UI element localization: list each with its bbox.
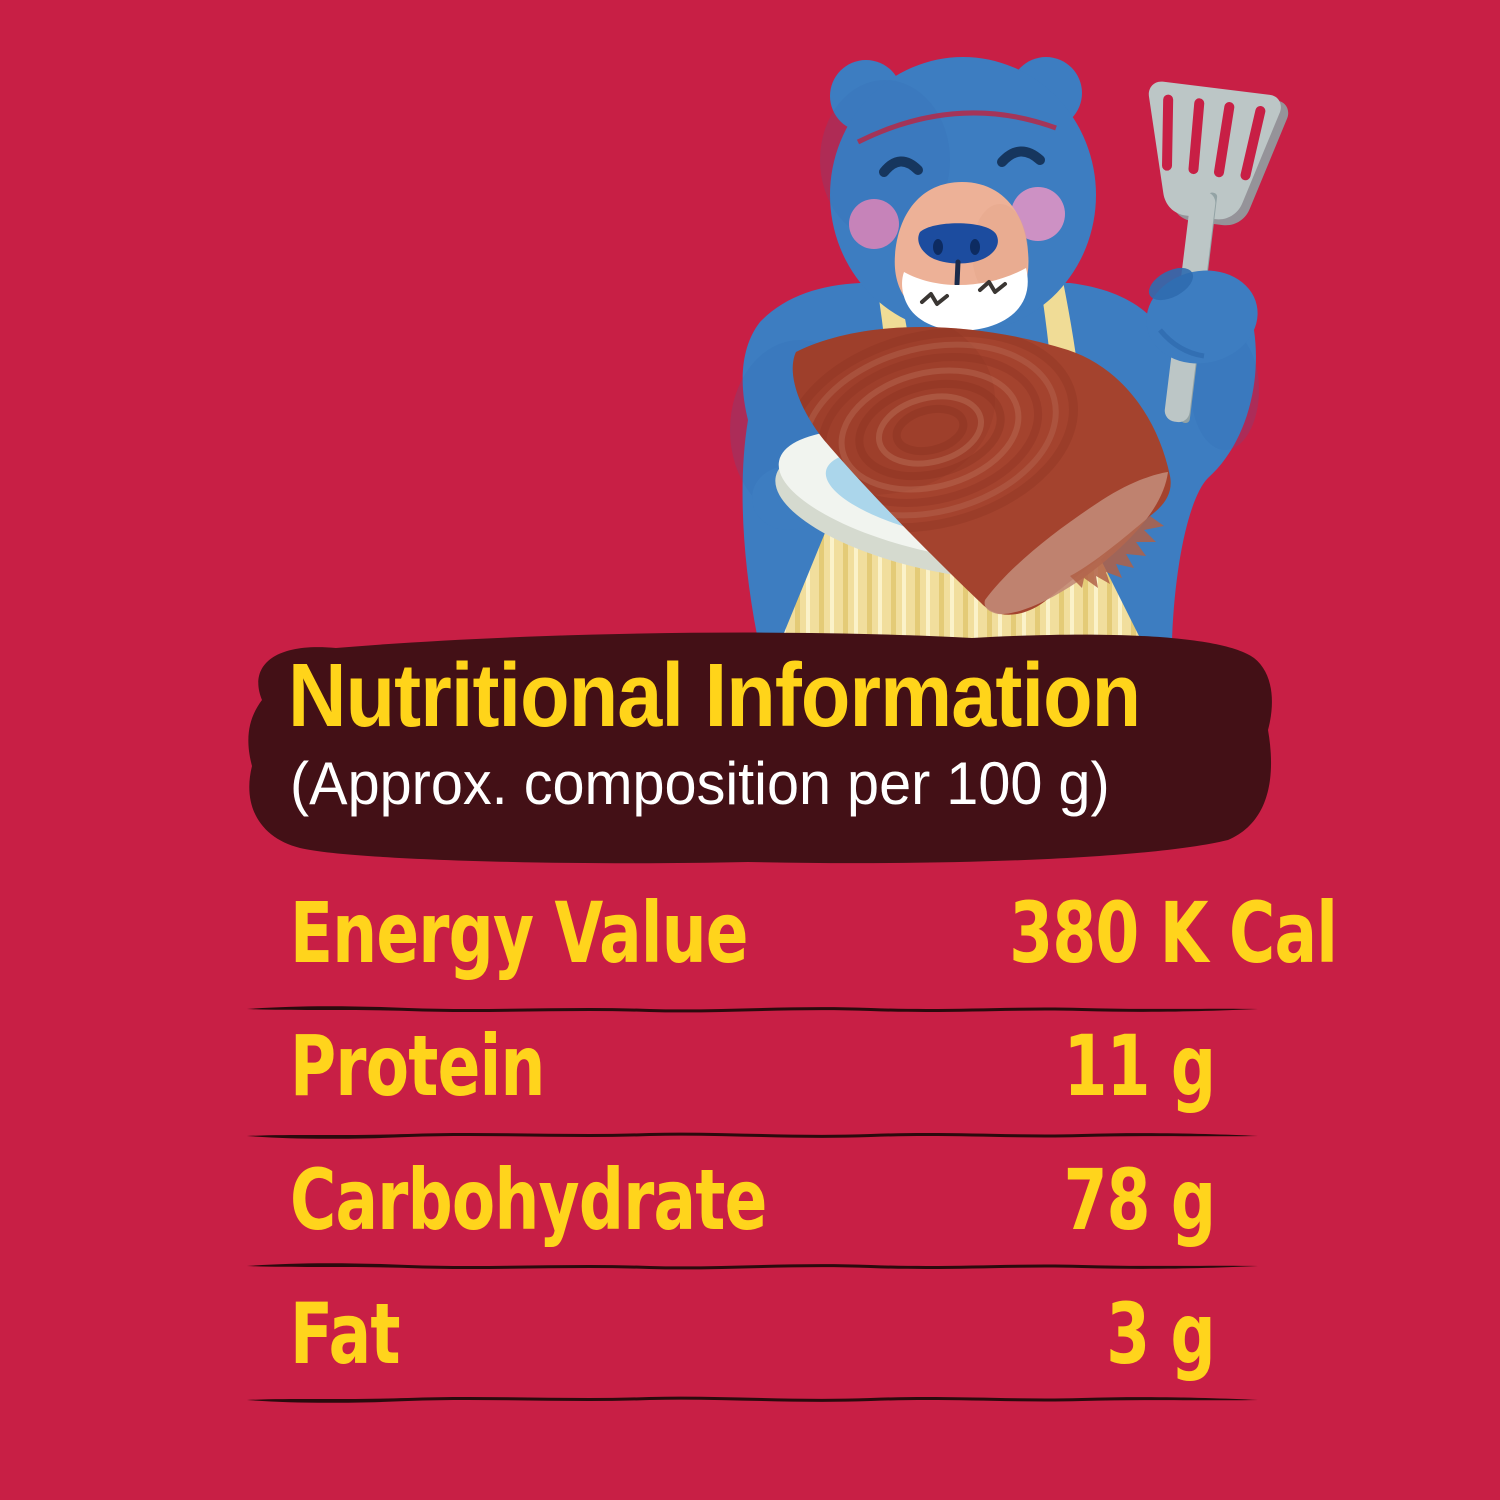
grin-squiggle-left bbox=[920, 292, 949, 306]
row-label: Fat bbox=[290, 1285, 400, 1383]
dosa bbox=[792, 326, 1171, 615]
table-row-carbohydrate: Carbohydrate 78 g bbox=[290, 1151, 1216, 1249]
paw-crease bbox=[1158, 328, 1205, 359]
table-divider bbox=[247, 1132, 1258, 1139]
nutrition-title: Nutritional Information bbox=[288, 646, 1141, 746]
bear-eye-left bbox=[879, 156, 923, 177]
dosa-torn-edge bbox=[984, 472, 1168, 615]
row-label: Energy Value bbox=[290, 884, 749, 982]
row-value: 3 g bbox=[1106, 1285, 1215, 1383]
spatula-head bbox=[1148, 81, 1281, 220]
paw-thumb bbox=[1148, 267, 1194, 301]
bear-cheek-left bbox=[849, 199, 899, 249]
nostril-left bbox=[933, 239, 943, 255]
headband-line bbox=[856, 110, 1057, 145]
nostril-right bbox=[970, 239, 980, 255]
spatula-slots bbox=[1162, 94, 1266, 181]
row-label: Carbohydrate bbox=[290, 1151, 767, 1249]
bear-right-paw bbox=[1146, 267, 1258, 364]
table-row-fat: Fat 3 g bbox=[290, 1285, 1216, 1383]
table-divider bbox=[247, 1006, 1258, 1013]
table-row-energy: Energy Value 380 K Cal bbox=[290, 884, 1338, 982]
row-value: 78 g bbox=[1063, 1151, 1215, 1249]
row-value: 380 K Cal bbox=[1009, 884, 1339, 982]
nutrition-subtitle: (Approx. composition per 100 g) bbox=[290, 750, 1110, 817]
row-label: Protein bbox=[290, 1017, 545, 1115]
table-divider bbox=[247, 1263, 1258, 1270]
nutrition-header-panel: Nutritional Information (Approx. composi… bbox=[228, 624, 1276, 868]
bear-eye-right bbox=[997, 146, 1045, 167]
bear-grin bbox=[902, 268, 1028, 331]
philtrum-line bbox=[954, 259, 961, 287]
header-blob-shape bbox=[248, 632, 1272, 864]
row-value: 11 g bbox=[1063, 1017, 1215, 1115]
bear-cheek-right bbox=[1011, 187, 1065, 241]
dosa-fringe bbox=[1070, 516, 1164, 588]
grin-squiggle-right bbox=[978, 280, 1007, 294]
table-divider bbox=[247, 1396, 1258, 1403]
table-row-protein: Protein 11 g bbox=[290, 1017, 1216, 1115]
